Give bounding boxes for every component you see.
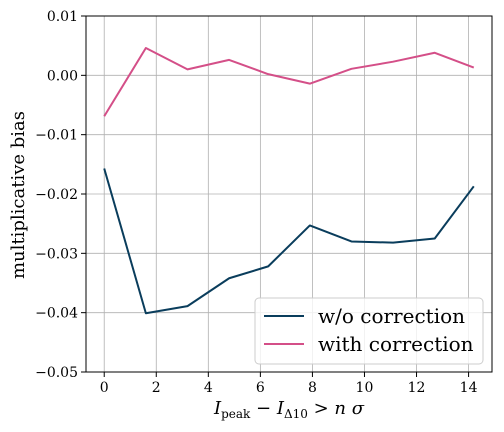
y-tick-label: 0.00: [47, 68, 78, 84]
x-tick-label: 0: [100, 380, 109, 396]
y-tick-label: −0.02: [35, 187, 78, 203]
y-tick-label: −0.05: [35, 365, 78, 381]
x-tick-label: 6: [256, 380, 265, 396]
x-tick-label: 10: [356, 380, 374, 396]
ticks: 0 2 4 6 8 10 12 14 −0.05 −0.04 −0.03 −0.02 −0.01 0.00…: [35, 9, 477, 396]
legend-label-with-correction: with correction: [318, 332, 474, 356]
x-axis-label: Ipeak − IΔ10 > n σ: [213, 398, 365, 421]
x-tick-label: 12: [408, 380, 426, 396]
legend: w/o correction with correction: [254, 297, 484, 365]
legend-frame: [254, 297, 484, 365]
series-layer: [103, 47, 475, 315]
series-line-0: [103, 168, 475, 315]
x-tick-label: 2: [152, 380, 161, 396]
y-tick-label: −0.03: [35, 246, 78, 262]
y-tick-label: −0.04: [35, 306, 78, 322]
x-tick-label: 4: [204, 380, 213, 396]
y-axis-label: multiplicative bias: [8, 111, 29, 279]
series-line-1: [103, 47, 475, 117]
x-tick-label: 14: [460, 380, 478, 396]
y-tick-label: 0.01: [47, 9, 78, 25]
legend-label-wo-correction: w/o correction: [318, 304, 465, 328]
y-tick-label: −0.01: [35, 128, 78, 144]
x-tick-label: 8: [308, 380, 317, 396]
